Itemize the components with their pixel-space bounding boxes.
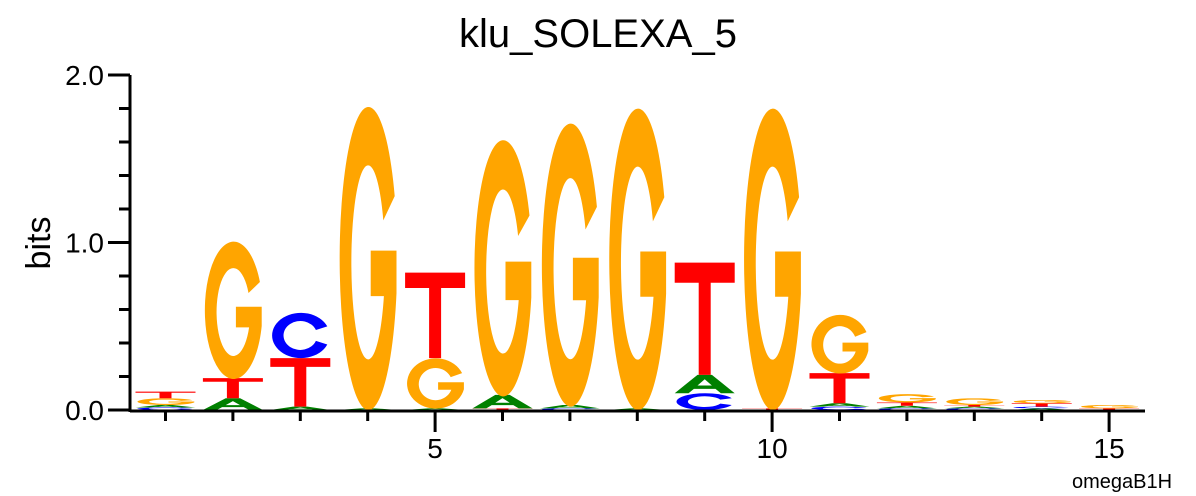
logo-letter-A-pos-2	[202, 398, 263, 410]
logo-letter-G-pos-13	[946, 398, 1004, 406]
logo-letter-C-pos-3	[272, 312, 328, 359]
letter-stacks	[135, 106, 1140, 411]
logo-letter-G-pos-11	[811, 314, 869, 374]
logo-letter-A-pos-1	[135, 404, 196, 408]
logo-letter-G-pos-10	[744, 108, 801, 411]
logo-letter-T-pos-2	[202, 378, 263, 399]
logo-letter-G-pos-4	[339, 106, 397, 411]
y-tick-label: 2.0	[65, 60, 104, 91]
chart-title: klu_SOLEXA_5	[459, 12, 737, 56]
logo-letter-T-pos-3	[270, 358, 331, 407]
logo-letter-G-pos-12	[878, 394, 936, 403]
logo-letter-C-pos-14	[1013, 406, 1069, 409]
logo-letter-G-pos-6	[474, 140, 532, 397]
logo-letter-T-pos-12	[876, 402, 937, 406]
axes: 0.0 1.0 2.0 5 10 15	[65, 60, 1145, 464]
logo-letter-T-pos-15	[1079, 408, 1140, 410]
x-tick-label: 15	[1094, 433, 1125, 464]
logo-letter-C-pos-11	[811, 406, 867, 410]
logo-letter-T-pos-13	[944, 404, 1005, 407]
logo-letter-A-pos-11	[809, 403, 870, 407]
logo-letter-T-pos-11	[809, 373, 870, 404]
logo-letter-T-pos-14	[1011, 403, 1072, 407]
logo-letter-G-pos-5	[407, 358, 464, 409]
logo-letter-G-pos-7	[541, 123, 599, 407]
logo-letter-A-pos-6	[472, 394, 533, 409]
logo-letter-G-pos-14	[1013, 399, 1071, 404]
logo-letter-G-pos-8	[609, 108, 667, 411]
y-tick-label: 0.0	[65, 395, 104, 426]
x-tick-label: 10	[757, 433, 788, 464]
logo-letter-C-pos-1	[137, 407, 193, 410]
logo-letter-T-pos-1	[135, 391, 196, 399]
logo-letter-G-pos-15	[1081, 404, 1138, 409]
x-tick-label: 5	[427, 433, 443, 464]
logo-letter-A-pos-12	[876, 405, 937, 409]
footer-label: omegaB1H	[1072, 471, 1172, 493]
logo-letter-A-pos-13	[944, 406, 1005, 409]
y-tick-label: 1.0	[65, 228, 104, 259]
logo-letter-A-pos-3	[270, 406, 331, 410]
logo-letter-T-pos-9	[674, 262, 735, 375]
logo-letter-T-pos-6	[472, 408, 533, 410]
logo-letter-G-pos-1	[137, 398, 195, 406]
logo-letter-G-pos-2	[204, 241, 262, 380]
logo-letter-A-pos-9	[674, 374, 735, 394]
logo-letter-A-pos-7	[539, 404, 600, 409]
logo-letter-T-pos-5	[405, 272, 466, 359]
y-axis-label: bits	[20, 217, 58, 270]
logo-letter-C-pos-9	[676, 393, 732, 410]
